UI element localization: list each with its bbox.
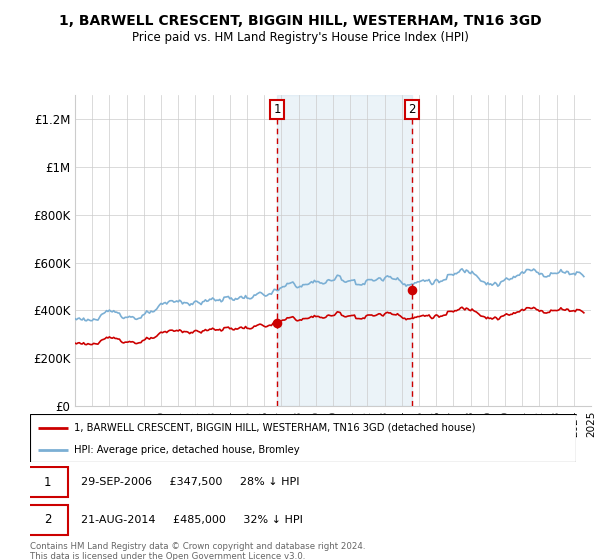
Point (272, 319, 282, 328)
Text: 29-SEP-2006     £347,500     28% ↓ HPI: 29-SEP-2006 £347,500 28% ↓ HPI (74, 478, 299, 487)
Bar (277, 95, 412, 406)
Text: 2: 2 (44, 513, 52, 526)
Text: 1: 1 (274, 103, 281, 116)
Point (407, 286, 416, 295)
Text: 2: 2 (408, 103, 416, 116)
FancyBboxPatch shape (27, 468, 68, 497)
Text: 1, BARWELL CRESCENT, BIGGIN HILL, WESTERHAM, TN16 3GD (detached house): 1, BARWELL CRESCENT, BIGGIN HILL, WESTER… (74, 423, 475, 433)
Text: Price paid vs. HM Land Registry's House Price Index (HPI): Price paid vs. HM Land Registry's House … (131, 31, 469, 44)
Text: Contains HM Land Registry data © Crown copyright and database right 2024.
This d: Contains HM Land Registry data © Crown c… (30, 542, 365, 560)
Text: 1: 1 (44, 476, 52, 489)
Text: 1, BARWELL CRESCENT, BIGGIN HILL, WESTERHAM, TN16 3GD: 1, BARWELL CRESCENT, BIGGIN HILL, WESTER… (59, 14, 541, 28)
FancyBboxPatch shape (27, 505, 68, 535)
Text: 21-AUG-2014     £485,000     32% ↓ HPI: 21-AUG-2014 £485,000 32% ↓ HPI (74, 515, 302, 525)
Text: HPI: Average price, detached house, Bromley: HPI: Average price, detached house, Brom… (74, 445, 299, 455)
